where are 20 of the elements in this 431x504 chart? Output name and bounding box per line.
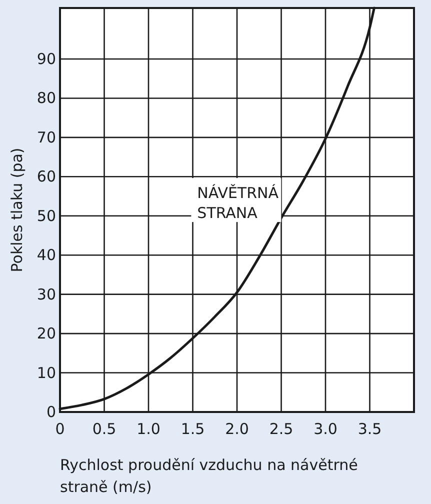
y-tick-label: 30 <box>36 285 56 304</box>
y-tick-label: 50 <box>36 206 56 225</box>
y-axis-title: Pokles tlaku (pa) <box>8 148 26 272</box>
x-tick-label: 3.0 <box>314 420 338 438</box>
x-tick-label: 3.5 <box>358 420 382 438</box>
x-tick-label: 2.0 <box>225 420 249 438</box>
x-axis-title: Rychlost proudění vzduchu na návětrné straně (m/s) <box>60 456 358 496</box>
series-label: NÁVĚTRNÁ STRANA <box>197 184 280 222</box>
y-tick-label: 10 <box>36 364 56 382</box>
y-tick-label: 60 <box>36 168 56 186</box>
x-tick-label: 2.5 <box>269 420 294 438</box>
y-tick-label: 90 <box>36 50 56 68</box>
y-tick-label: 80 <box>36 89 56 108</box>
y-tick-label: 0 <box>46 403 56 421</box>
x-tick-label: 1.0 <box>136 420 160 438</box>
y-tick-label: 20 <box>36 324 56 343</box>
x-tick-label: 1.5 <box>180 420 205 438</box>
y-tick-label: 40 <box>36 246 56 264</box>
y-tick-label: 70 <box>36 128 56 146</box>
x-tick-label: 0.5 <box>92 420 116 438</box>
